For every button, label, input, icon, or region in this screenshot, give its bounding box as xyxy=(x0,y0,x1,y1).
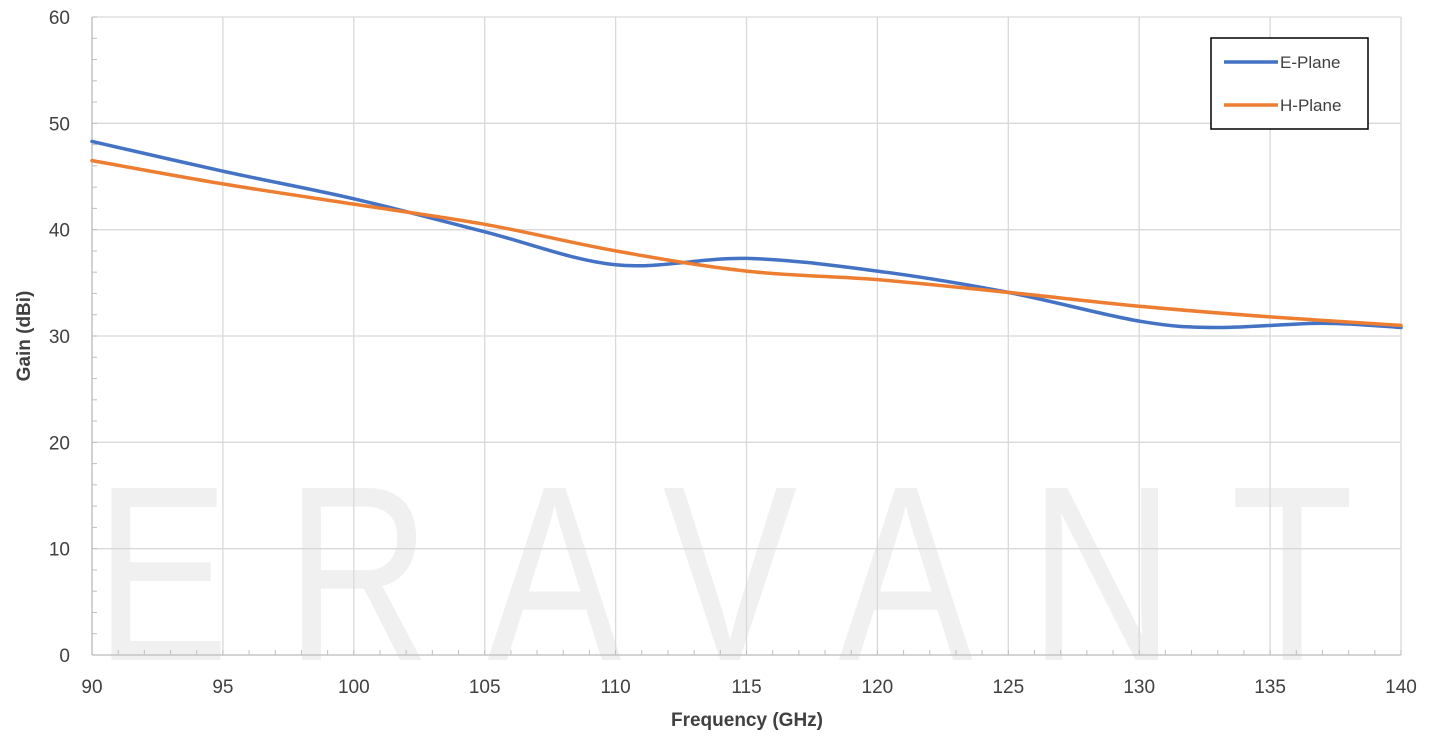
x-tick-label: 90 xyxy=(81,677,102,698)
legend-box xyxy=(1210,37,1369,130)
x-tick-labels: 90 95 100 105 110 115 120 125 130 135 140 xyxy=(81,677,1416,698)
y-tick-label: 30 xyxy=(49,327,70,348)
series-lines xyxy=(90,139,1403,330)
x-tick-label: 130 xyxy=(1123,677,1155,698)
legend: E-Plane H-Plane xyxy=(1210,37,1369,130)
x-tick-label: 110 xyxy=(600,677,630,698)
axes xyxy=(91,17,1401,656)
y-tick-label: 40 xyxy=(49,221,70,242)
x-tick-label: 95 xyxy=(212,677,233,698)
x-tick-label: 135 xyxy=(1254,677,1286,698)
series-line-e-plane xyxy=(90,139,1403,330)
x-tick-label: 125 xyxy=(992,677,1024,698)
y-tick-label: 50 xyxy=(49,114,70,135)
x-axis-title: Frequency (GHz) xyxy=(671,710,823,731)
y-tick-labels: 0 10 20 30 40 50 60 xyxy=(49,8,70,667)
legend-label-h-plane: H-Plane xyxy=(1280,96,1341,115)
minor-ticks xyxy=(91,16,1402,656)
x-tick-label: 115 xyxy=(731,677,761,698)
watermark: ERAVANT xyxy=(95,434,1410,713)
y-tick-label: 20 xyxy=(49,433,70,454)
x-tick-label: 105 xyxy=(469,677,501,698)
x-tick-label: 100 xyxy=(338,677,370,698)
y-tick-label: 60 xyxy=(49,8,70,29)
y-tick-label: 10 xyxy=(49,540,70,561)
x-tick-label: 120 xyxy=(862,677,894,698)
x-tick-label: 140 xyxy=(1385,677,1417,698)
y-tick-label: 0 xyxy=(59,646,70,667)
series-line-h-plane xyxy=(90,158,1403,328)
legend-label-e-plane: E-Plane xyxy=(1280,53,1340,72)
y-axis-title: Gain (dBi) xyxy=(14,291,35,382)
